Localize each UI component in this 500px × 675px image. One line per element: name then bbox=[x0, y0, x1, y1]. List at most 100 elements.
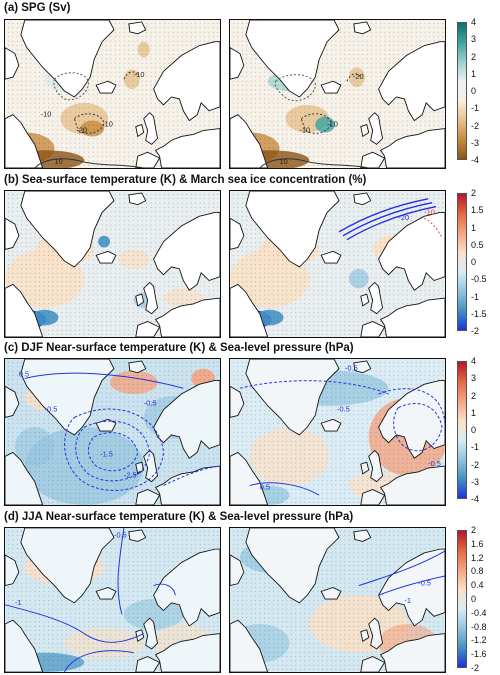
contour-label: -10 bbox=[41, 110, 52, 119]
contour-line bbox=[5, 604, 144, 643]
coastlines bbox=[5, 528, 220, 672]
contour-label: -10 bbox=[134, 70, 145, 79]
shading-patch bbox=[80, 120, 105, 137]
contour-line bbox=[163, 465, 220, 486]
contour-label: -1 bbox=[15, 598, 22, 607]
contour-line bbox=[64, 650, 134, 672]
contour-label: 0.5 bbox=[260, 482, 270, 491]
shading-patch bbox=[123, 69, 140, 90]
coastlines bbox=[5, 191, 220, 337]
colorbar-c-tick: -3 bbox=[471, 476, 480, 487]
contour-line bbox=[75, 420, 151, 482]
colorbar-a-tick: 3 bbox=[471, 34, 477, 45]
shading-patch bbox=[117, 249, 150, 269]
contour-label: -20 bbox=[76, 125, 87, 134]
coastlines bbox=[230, 191, 445, 337]
shading-patch bbox=[64, 627, 144, 659]
colorbar-d-tick: -2 bbox=[471, 663, 480, 673]
contour-label: -20 bbox=[353, 72, 364, 81]
contour-line bbox=[338, 198, 429, 233]
colorbar-b-tick: 0.5 bbox=[471, 239, 484, 250]
contour-line bbox=[342, 202, 433, 237]
contour-label: -0.5 bbox=[337, 405, 350, 414]
shading-patch bbox=[348, 67, 365, 88]
map-c-right-svg: -0.5 0.5 -0.5 -0.5 bbox=[230, 359, 445, 505]
contour-label: -1.5 bbox=[100, 449, 113, 458]
colorbar-d-tick: -0.4 bbox=[471, 607, 487, 618]
colorbar-b-tick: -0.5 bbox=[471, 274, 487, 285]
map-d-left: -0.5 -1 bbox=[4, 527, 221, 673]
contour-line bbox=[239, 380, 389, 395]
colorbar-d-tick: -1.2 bbox=[471, 635, 487, 646]
map-c-left-svg: 0.5 -0.5 -1.5 -2.5 -0.5 bbox=[5, 359, 220, 505]
contour-label: -0.5 bbox=[345, 364, 358, 373]
colorbar-a-tick: -3 bbox=[471, 137, 480, 148]
map-c-right: -0.5 0.5 -0.5 -0.5 bbox=[229, 358, 446, 506]
contour-line bbox=[378, 388, 445, 428]
coastlines bbox=[5, 20, 220, 168]
contour-line bbox=[346, 205, 437, 241]
contour-label: -10 bbox=[327, 120, 338, 129]
contour-label: -10 bbox=[299, 125, 310, 134]
colorbar-c-tick: 0 bbox=[471, 425, 477, 435]
map-b-right: -20 -10 bbox=[229, 190, 446, 338]
shading-patch bbox=[137, 41, 150, 58]
colorbar-d-tick: 2 bbox=[471, 525, 477, 535]
colorbar-a bbox=[457, 22, 467, 160]
coastlines bbox=[5, 359, 220, 505]
shading-patch bbox=[163, 288, 204, 308]
map-d-left-svg: -0.5 -1 bbox=[5, 528, 220, 672]
contour-label: -1 bbox=[404, 596, 411, 605]
colorbar-c-tick: -4 bbox=[471, 494, 480, 504]
colorbar-b-tick: 1.5 bbox=[471, 205, 484, 216]
contour-label: -10 bbox=[102, 120, 113, 129]
contour-label: -2.5 bbox=[124, 471, 137, 480]
colorbar-d-tick: 1.6 bbox=[471, 538, 484, 549]
contour-line bbox=[393, 403, 443, 452]
contour-line bbox=[64, 408, 165, 491]
panel-b-title: (b) Sea-surface temperature (K) & March … bbox=[4, 174, 367, 186]
contour-line bbox=[259, 158, 369, 168]
contour-label: 10 bbox=[55, 157, 63, 166]
shading-patch bbox=[110, 370, 158, 395]
colorbar-a-tick: 1 bbox=[471, 68, 477, 79]
colorbar-d-tick: 1.2 bbox=[471, 552, 484, 563]
map-a-left-svg: -10 -20 -10 -10 10 bbox=[5, 20, 220, 168]
colorbar-c-tick: -2 bbox=[471, 459, 480, 470]
contour-line bbox=[274, 74, 316, 102]
contour-line bbox=[34, 158, 144, 168]
map-b-right-svg: -20 -10 bbox=[230, 191, 445, 337]
colorbar-c-tick: -1 bbox=[471, 442, 480, 453]
colorbar-c bbox=[457, 361, 467, 499]
panel-a-title: (a) SPG (Sv) bbox=[4, 2, 71, 14]
contour-label: -10 bbox=[424, 207, 435, 216]
contour-label: 10 bbox=[280, 157, 288, 166]
map-a-right: -20 -10 -10 10 bbox=[229, 19, 446, 169]
colorbar-d-tick: -0.8 bbox=[471, 621, 487, 632]
colorbar-a-tick: -4 bbox=[471, 155, 480, 165]
colorbar-b-tick: 1 bbox=[471, 222, 477, 233]
shading-patch bbox=[123, 599, 184, 630]
colorbar-a-tick: 2 bbox=[471, 51, 477, 62]
colorbar-b-tick: -1.5 bbox=[471, 308, 487, 319]
map-b-left-svg bbox=[5, 191, 220, 337]
contour-line bbox=[53, 72, 89, 101]
coastlines bbox=[230, 359, 445, 505]
coastlines bbox=[230, 528, 445, 672]
colorbar-a-tick: 0 bbox=[471, 86, 477, 96]
contour-line bbox=[117, 528, 125, 615]
shading-patch bbox=[14, 427, 55, 467]
colorbar-c-tick: 3 bbox=[471, 373, 477, 384]
contour-line bbox=[346, 73, 362, 82]
map-d-right: -0.5 -1 bbox=[229, 527, 446, 673]
shading-patch bbox=[98, 235, 111, 248]
contour-label: -0.5 bbox=[428, 459, 441, 468]
contour-line bbox=[123, 71, 139, 80]
colorbar-b-tick: -2 bbox=[471, 326, 480, 336]
colorbar-d-tick: 0 bbox=[471, 594, 477, 604]
map-b-left bbox=[4, 190, 221, 338]
colorbar-a-tick: -1 bbox=[471, 103, 480, 114]
colorbar-c-tick: 1 bbox=[471, 407, 477, 418]
colorbar-a-tick: -2 bbox=[471, 120, 480, 131]
contour-line bbox=[24, 372, 184, 389]
